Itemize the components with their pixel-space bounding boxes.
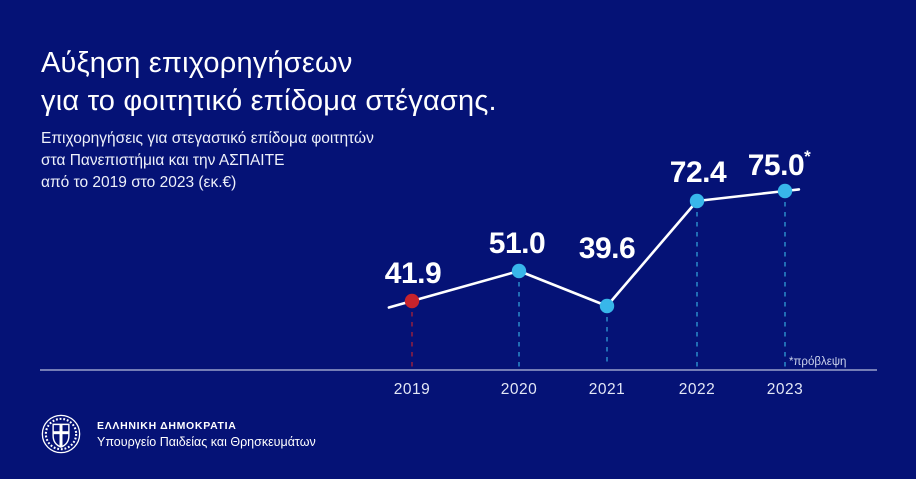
page-title: Αύξηση επιχορηγήσεων για το φοιτητικό επ… [41,44,497,120]
year-label-2020: 2020 [501,381,537,398]
value-label-2019: 41.9 [385,257,441,290]
year-label-2019: 2019 [394,381,430,398]
value-label-2020: 51.0 [489,227,545,260]
data-point-2021 [599,298,615,314]
year-label-2023: 2023 [767,381,803,398]
subtitle-line-3: από το 2019 στο 2023 (εκ.€) [41,174,237,191]
value-label-2021: 39.6 [579,232,635,265]
data-point-2020 [511,263,527,279]
subtitle-line-2: στα Πανεπιστήμια και την ΑΣΠΑΙΤΕ [41,152,285,169]
data-point-2023 [777,183,793,199]
value-label-2022: 72.4 [670,156,727,189]
greek-republic-emblem-icon [40,413,82,455]
data-point-2019 [404,293,420,309]
footer-org-name: ΕΛΛΗΝΙΚΗ ΔΗΜΟΚΡΑΤΙΑ [97,419,237,432]
year-label-2022: 2022 [679,381,715,398]
footer-ministry-name: Υπουργείο Παιδείας και Θρησκευμάτων [97,434,316,449]
data-point-2022 [689,193,705,209]
forecast-footnote: *πρόβλεψη [789,356,846,368]
chart-subtitle: Επιχορηγήσεις για στεγαστικό επίδομα φοι… [41,128,374,194]
subtitle-line-1: Επιχορηγήσεις για στεγαστικό επίδομα φοι… [41,130,374,147]
title-line-1: Αύξηση επιχορηγήσεων [41,47,353,79]
footer: ΕΛΛΗΝΙΚΗ ΔΗΜΟΚΡΑΤΙΑ Υπουργείο Παιδείας κ… [40,413,316,455]
value-label-2023: 75.0* [748,147,811,182]
title-line-2: για το φοιτητικό επίδομα στέγασης. [41,85,497,117]
year-label-2021: 2021 [589,381,625,398]
